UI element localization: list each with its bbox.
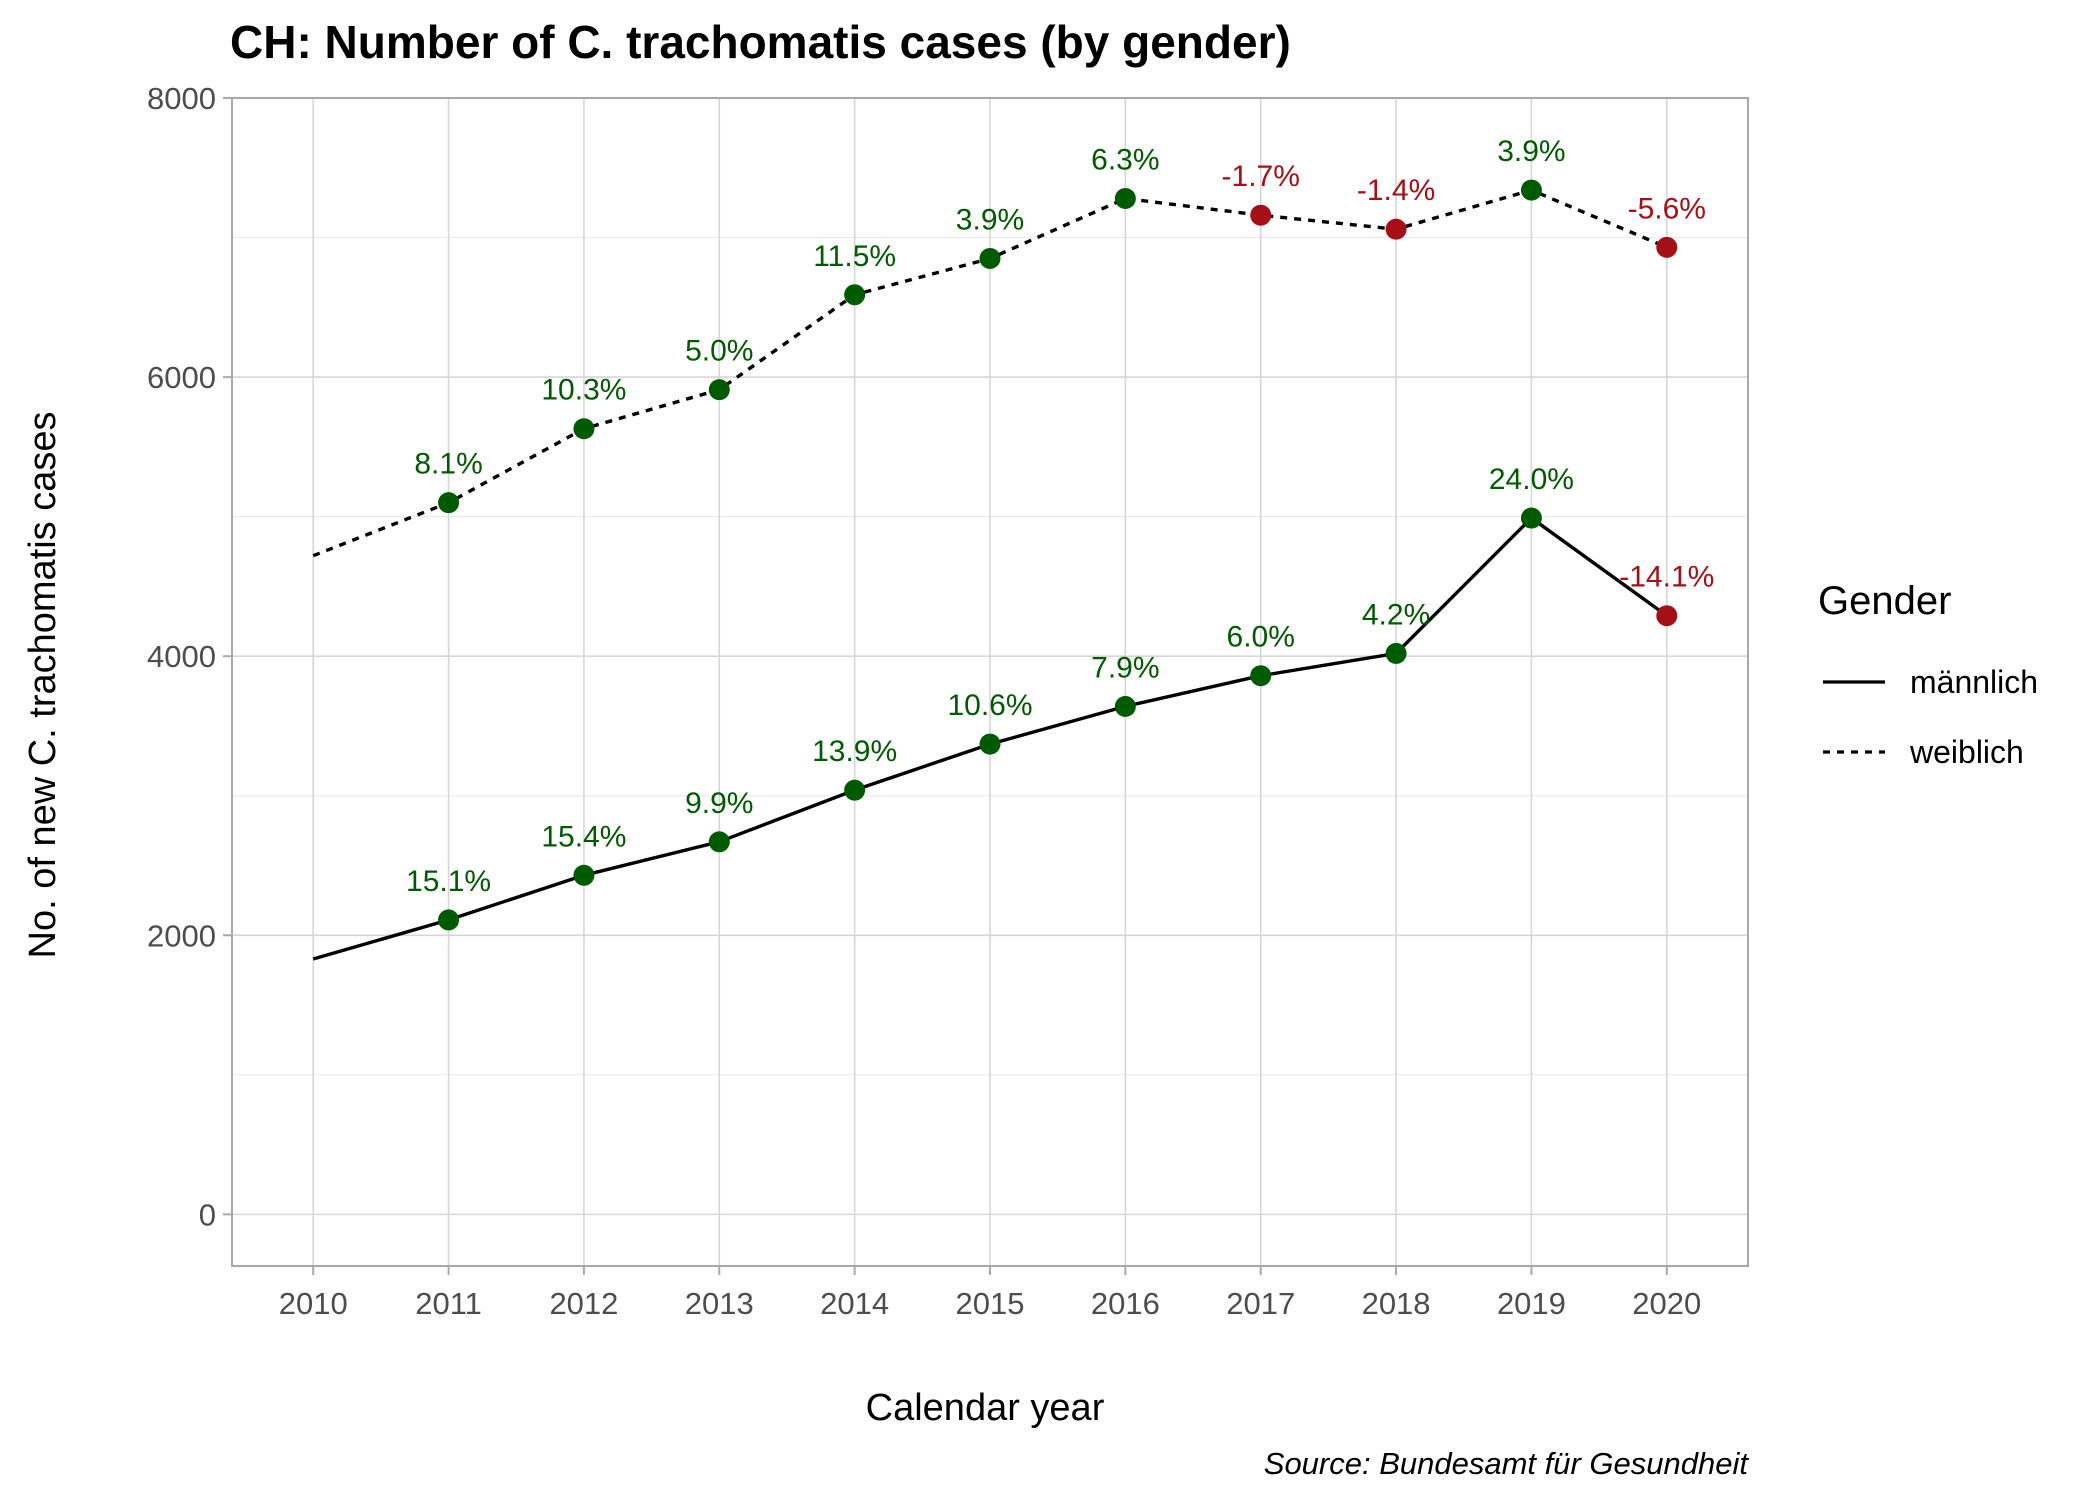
data-point-mnnlich [979,733,1001,755]
data-point-mnnlich [1520,507,1542,529]
pct-change-label-weiblich: -5.6% [1628,192,1706,225]
grid [232,97,1748,1266]
pct-change-label-mnnlich: 10.6% [947,689,1032,722]
data-point-mnnlich [438,909,460,931]
pct-change-label-mnnlich: 15.4% [541,820,626,853]
data-point-weiblich [573,418,595,440]
pct-change-label-mnnlich: 7.9% [1091,651,1159,684]
data-point-weiblich [708,379,730,401]
data-point-mnnlich [708,831,730,853]
data-point-mnnlich [573,864,595,886]
pct-change-label-weiblich: 3.9% [1497,135,1565,168]
pct-change-label-mnnlich: 13.9% [812,735,897,768]
pct-change-label-mnnlich: -14.1% [1619,561,1714,594]
data-point-weiblich [1656,236,1678,258]
x-tick-label: 2014 [820,1286,889,1321]
data-point-weiblich [1250,204,1272,226]
x-tick-label: 2019 [1497,1286,1566,1321]
data-point-mnnlich [1250,665,1272,687]
pct-change-label-weiblich: 8.1% [414,448,482,481]
pct-change-label-mnnlich: 15.1% [406,865,491,898]
x-tick-label: 2020 [1632,1286,1701,1321]
axes: 0 2000 4000 6000 8000 2010 2011 2012 2013 2014 201… [147,81,1749,1321]
data-point-weiblich [1114,187,1136,209]
x-tick-label: 2010 [279,1286,348,1321]
pct-change-label-weiblich: 6.3% [1091,143,1159,176]
y-tick-label: 4000 [147,639,216,674]
pct-change-label-weiblich: -1.7% [1222,160,1300,193]
y-axis-title: No. of new C. trachomatis cases [22,412,64,959]
x-tick-label: 2018 [1362,1286,1431,1321]
data-point-mnnlich [1656,605,1678,627]
data-points [438,179,1678,931]
x-tick-label: 2016 [1091,1286,1160,1321]
legend-title: Gender [1818,579,1951,623]
legend: Gender männlich weiblich [1818,579,2038,770]
y-tick-label: 8000 [147,81,216,116]
data-point-weiblich [1520,179,1542,201]
data-point-weiblich [979,247,1001,269]
pct-change-label-mnnlich: 24.0% [1489,463,1574,496]
data-point-weiblich [438,492,460,514]
chart-title: CH: Number of C. trachomatis cases (by g… [230,16,1291,68]
pct-change-label-weiblich: 10.3% [541,374,626,407]
y-tick-label: 6000 [147,360,216,395]
data-point-mnnlich [844,779,866,801]
legend-label-maennlich: männlich [1910,664,2038,700]
pct-change-label-weiblich: 11.5% [813,240,896,273]
legend-label-weiblich: weiblich [1909,734,2024,770]
x-tick-label: 2015 [956,1286,1025,1321]
y-tick-label: 2000 [147,918,216,953]
pct-change-label-mnnlich: 4.2% [1362,598,1430,631]
x-tick-label: 2012 [549,1286,618,1321]
x-tick-label: 2013 [685,1286,754,1321]
y-tick-label: 0 [199,1197,216,1232]
data-point-mnnlich [1385,642,1407,664]
data-point-weiblich [1385,218,1407,240]
data-point-mnnlich [1114,695,1136,717]
pct-change-label-weiblich: 3.9% [956,203,1024,236]
pct-change-label-weiblich: -1.4% [1357,174,1435,207]
pct-change-label-mnnlich: 6.0% [1227,621,1295,654]
x-tick-label: 2011 [415,1286,482,1321]
pct-change-label-mnnlich: 9.9% [685,787,753,820]
data-point-weiblich [844,284,866,306]
percent-change-labels: 15.1% 15.4% 9.9% 13.9% 10.6% 7.9% 6.0% 4.2% 24.0… [406,135,1714,898]
plot-panel-border [231,97,1749,1267]
x-axis-title: Calendar year [866,1387,1105,1429]
source-caption: Source: Bundesamt für Gesundheit [1264,1446,1750,1481]
x-tick-label: 2017 [1226,1286,1295,1321]
pct-change-label-weiblich: 5.0% [685,335,753,368]
